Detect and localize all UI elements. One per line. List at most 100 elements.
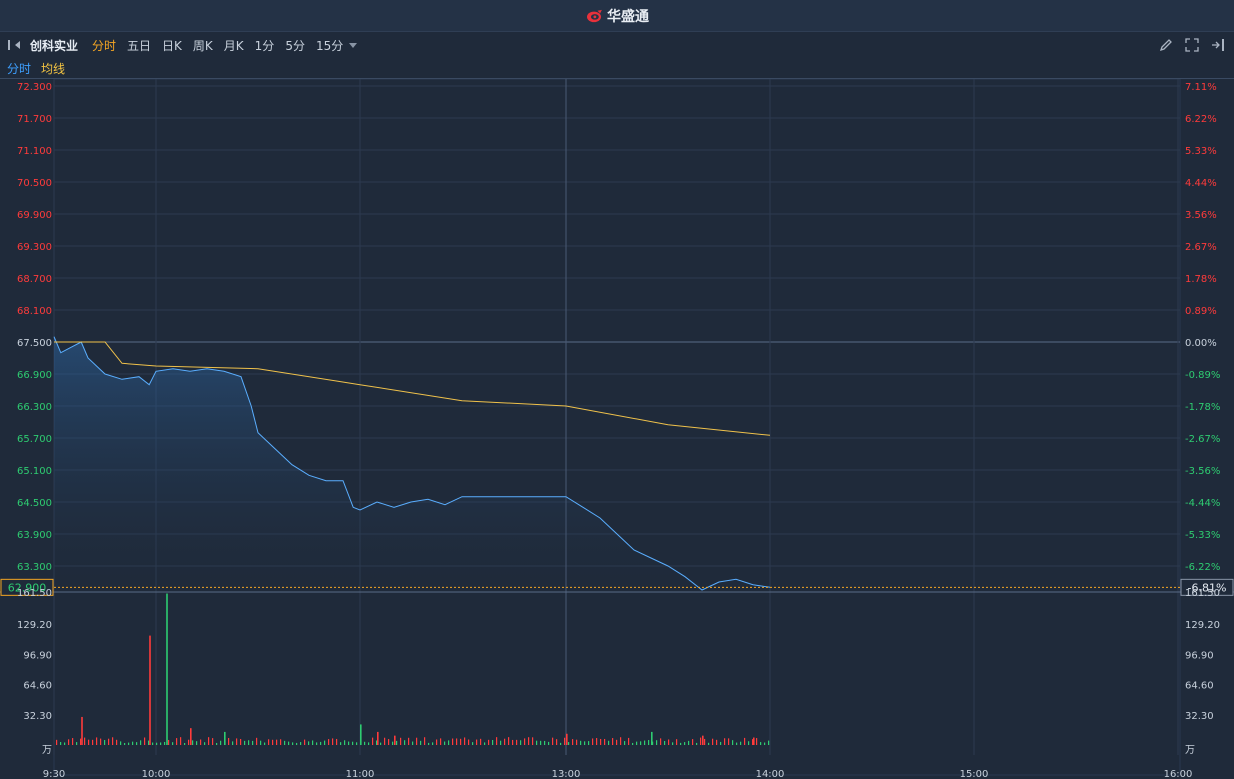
volume-bar [604,738,606,745]
tab-15min-label: 15分 [315,38,344,53]
volume-bar [420,740,422,745]
volume-bar [640,741,642,745]
collapse-left-icon[interactable] [6,38,24,52]
volume-bar [672,742,674,745]
price-tick-label: 69.900 [17,210,52,221]
intraday-chart[interactable]: 72.300 71.700 71.100 70.500 69.900 69.300 68.7… [0,79,1234,779]
price-line [53,336,771,591]
volume-bar [256,737,258,745]
chevron-down-icon [349,42,358,48]
volume-bar [444,741,446,745]
current-change-label: -6.81% [1188,581,1227,594]
volume-bar [688,740,690,745]
volume-bar [753,737,755,745]
volume-bar [348,741,350,745]
volume-bar [320,741,322,745]
price-tick-label: 71.100 [17,146,52,157]
volume-bar [700,737,702,745]
volume-bar [60,741,62,745]
brand: 华盛通 [585,6,649,26]
volume-bar [628,737,630,745]
volume-bar [704,738,706,745]
pct-tick-label: 5.33% [1185,146,1217,157]
volume-bar [156,742,158,745]
volume-bar [764,742,766,745]
price-tick-label: 72.300 [17,82,52,93]
volume-bar [388,739,390,745]
volume-bar [568,742,570,745]
volume-bar [548,741,550,745]
volume-bar [752,739,754,745]
volume-bar [516,739,518,745]
volume-bar [396,740,398,745]
volume-bar [720,741,722,745]
volume-bar [736,742,738,745]
tab-monthly-k[interactable]: 月K [223,38,244,53]
volume-bar [580,740,582,745]
volume-bar [380,742,382,745]
volume-bar [208,737,210,745]
volume-bar [264,742,266,745]
volume-bar [336,738,338,745]
volume-bar [452,738,454,745]
volume-bar [412,741,414,745]
volume-bar [376,740,378,745]
volume-bar [140,740,142,745]
volume-bar [432,742,434,745]
volume-bar [660,738,662,745]
brand-name: 华盛通 [607,8,649,25]
expand-icon[interactable] [1184,37,1200,53]
volume-bar [668,739,670,745]
volume-bar [268,739,270,745]
current-price-label: 62.900 [8,581,47,594]
tab-weekly-k[interactable]: 周K [192,38,213,53]
volume-bar [352,741,354,745]
volume-bar [292,742,294,745]
volume-bar [196,741,198,745]
time-tick-label: 13:00 [552,769,581,779]
volume-bar [149,635,151,745]
volume-bar [576,739,578,745]
volume-bar [124,742,126,745]
pct-tick-label: -1.78% [1185,402,1220,413]
time-tick-label: 9:30 [43,769,65,779]
pct-tick-label: -2.67% [1185,434,1220,445]
price-tick-label: 66.900 [17,370,52,381]
volume-bar [620,737,622,745]
pencil-icon[interactable] [1158,37,1174,53]
pct-tick-label: 2.67% [1185,242,1217,253]
volume-bar [328,739,330,745]
tab-daily-k[interactable]: 日K [162,38,182,53]
volume-bar [552,737,554,745]
tab-five-day[interactable]: 五日 [127,38,152,53]
volume-bar [81,716,83,745]
volume-bar [460,738,462,745]
volume-bar [136,742,138,745]
volume-bar [394,735,396,745]
exit-icon[interactable] [1210,37,1226,53]
tab-minute[interactable]: 分时 [92,38,117,53]
volume-bar [288,741,290,745]
volume-bar [632,742,634,745]
volume-bar [364,741,366,745]
volume-bar [96,737,98,745]
title-bar: 华盛通 [0,0,1234,32]
volume-bar [728,738,730,745]
volume-bar [536,740,538,745]
volume-bar [644,740,646,745]
volume-bar [240,738,242,745]
volume-bar [512,739,514,745]
tab-1min[interactable]: 1分 [254,38,275,53]
volume-tick-label: 161.50 [17,588,52,599]
tab-5min[interactable]: 5分 [285,38,305,53]
volume-bar [692,739,694,745]
volume-bar [64,742,66,745]
volume-bar [696,742,698,745]
pct-tick-label: 0.89% [1185,306,1217,317]
volume-bar [200,739,202,745]
volume-tick-label: 129.20 [17,620,52,631]
volume-bar [164,741,166,745]
volume-bar [220,740,222,745]
current-price-box [0,578,54,596]
tab-15min-dropdown[interactable]: 15分 [315,37,358,54]
